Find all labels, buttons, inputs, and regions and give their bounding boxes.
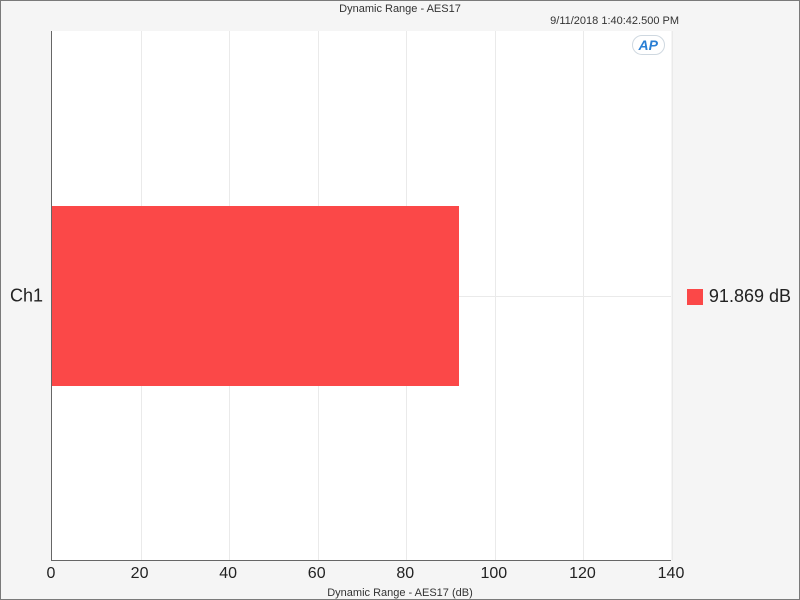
xtick-label: 100	[480, 565, 507, 583]
xtick-label: 40	[219, 565, 237, 583]
xtick-label: 80	[396, 565, 414, 583]
legend-swatch	[687, 289, 703, 305]
chart-frame: Dynamic Range - AES17 9/11/2018 1:40:42.…	[0, 0, 800, 600]
ap-logo: AP	[632, 35, 665, 55]
chart-title: Dynamic Range - AES17	[1, 3, 799, 15]
bar	[52, 206, 459, 386]
xtick-label: 20	[131, 565, 149, 583]
plot-area: AP	[51, 31, 671, 561]
xtick-label: 120	[569, 565, 596, 583]
legend-label: 91.869 dB	[709, 286, 791, 307]
chart-timestamp: 9/11/2018 1:40:42.500 PM	[550, 15, 679, 27]
legend: 91.869 dB	[687, 286, 791, 307]
xtick-label: 60	[308, 565, 326, 583]
ytick-label: Ch1	[10, 286, 43, 307]
xtick-label: 0	[47, 565, 56, 583]
xtick-label: 140	[658, 565, 685, 583]
gridline-v	[672, 31, 673, 560]
x-axis-label: Dynamic Range - AES17 (dB)	[1, 587, 799, 599]
